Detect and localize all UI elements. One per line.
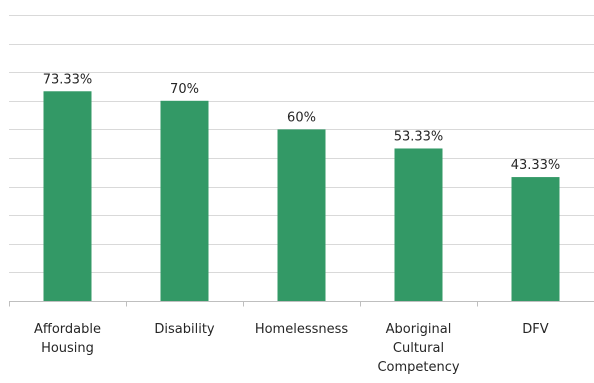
- category-label: Aboriginal: [386, 322, 452, 337]
- bar: [277, 129, 326, 301]
- data-label: 70%: [170, 82, 199, 97]
- bar: [394, 148, 443, 301]
- data-label: 43.33%: [511, 158, 561, 173]
- category-label: Disability: [154, 322, 215, 337]
- bar: [511, 177, 560, 301]
- data-label: 73.33%: [43, 72, 93, 87]
- category-label: Cultural: [393, 341, 444, 356]
- category-label: DFV: [522, 322, 548, 337]
- data-label: 60%: [287, 110, 316, 125]
- x-axis: [9, 301, 594, 307]
- category-label: Homelessness: [255, 322, 349, 337]
- category-label: Competency: [377, 360, 459, 375]
- data-labels: 73.33% 70% 60% 53.33% 43.33%: [43, 72, 561, 173]
- category-label: Housing: [41, 341, 94, 356]
- category-label: Affordable: [34, 322, 101, 337]
- bar: [43, 91, 92, 301]
- category-labels: Affordable Housing Disability Homelessness A…: [34, 322, 549, 375]
- bar: [160, 100, 209, 301]
- bars: [43, 91, 560, 301]
- data-label: 53.33%: [394, 129, 444, 144]
